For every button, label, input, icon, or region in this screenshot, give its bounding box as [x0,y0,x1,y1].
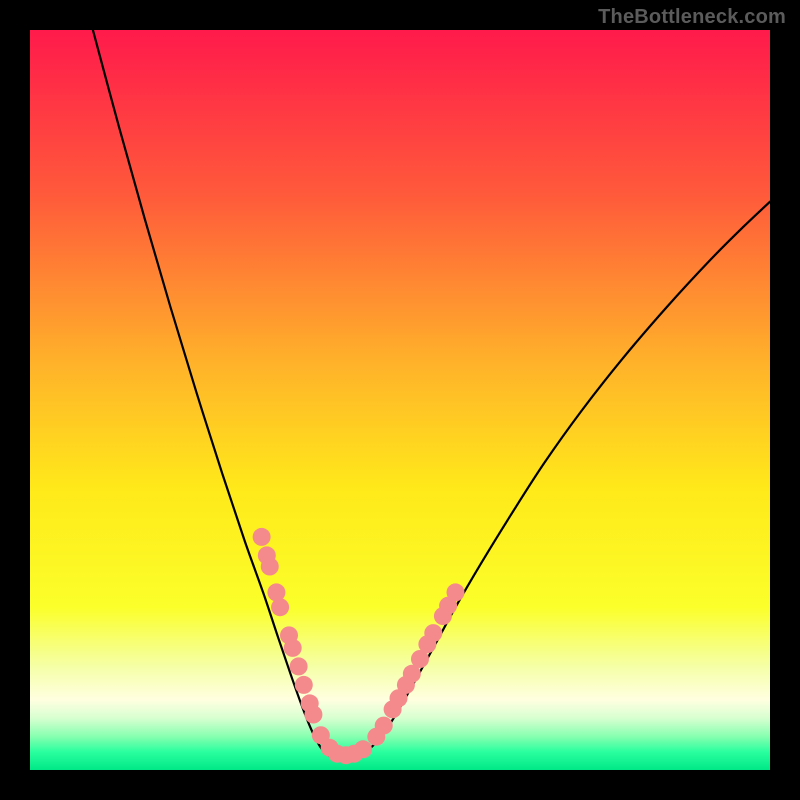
data-marker [424,624,442,642]
data-marker [271,598,289,616]
chart-svg [30,30,770,770]
gradient-background [30,30,770,770]
data-marker [290,657,308,675]
data-marker [354,740,372,758]
data-marker [447,583,465,601]
watermark-text: TheBottleneck.com [598,6,786,29]
data-marker [261,558,279,576]
data-marker [304,706,322,724]
data-marker [295,676,313,694]
data-marker [284,639,302,657]
chart-frame: TheBottleneck.com [0,0,800,800]
plot-area [30,30,770,770]
data-marker [375,717,393,735]
data-marker [253,528,271,546]
